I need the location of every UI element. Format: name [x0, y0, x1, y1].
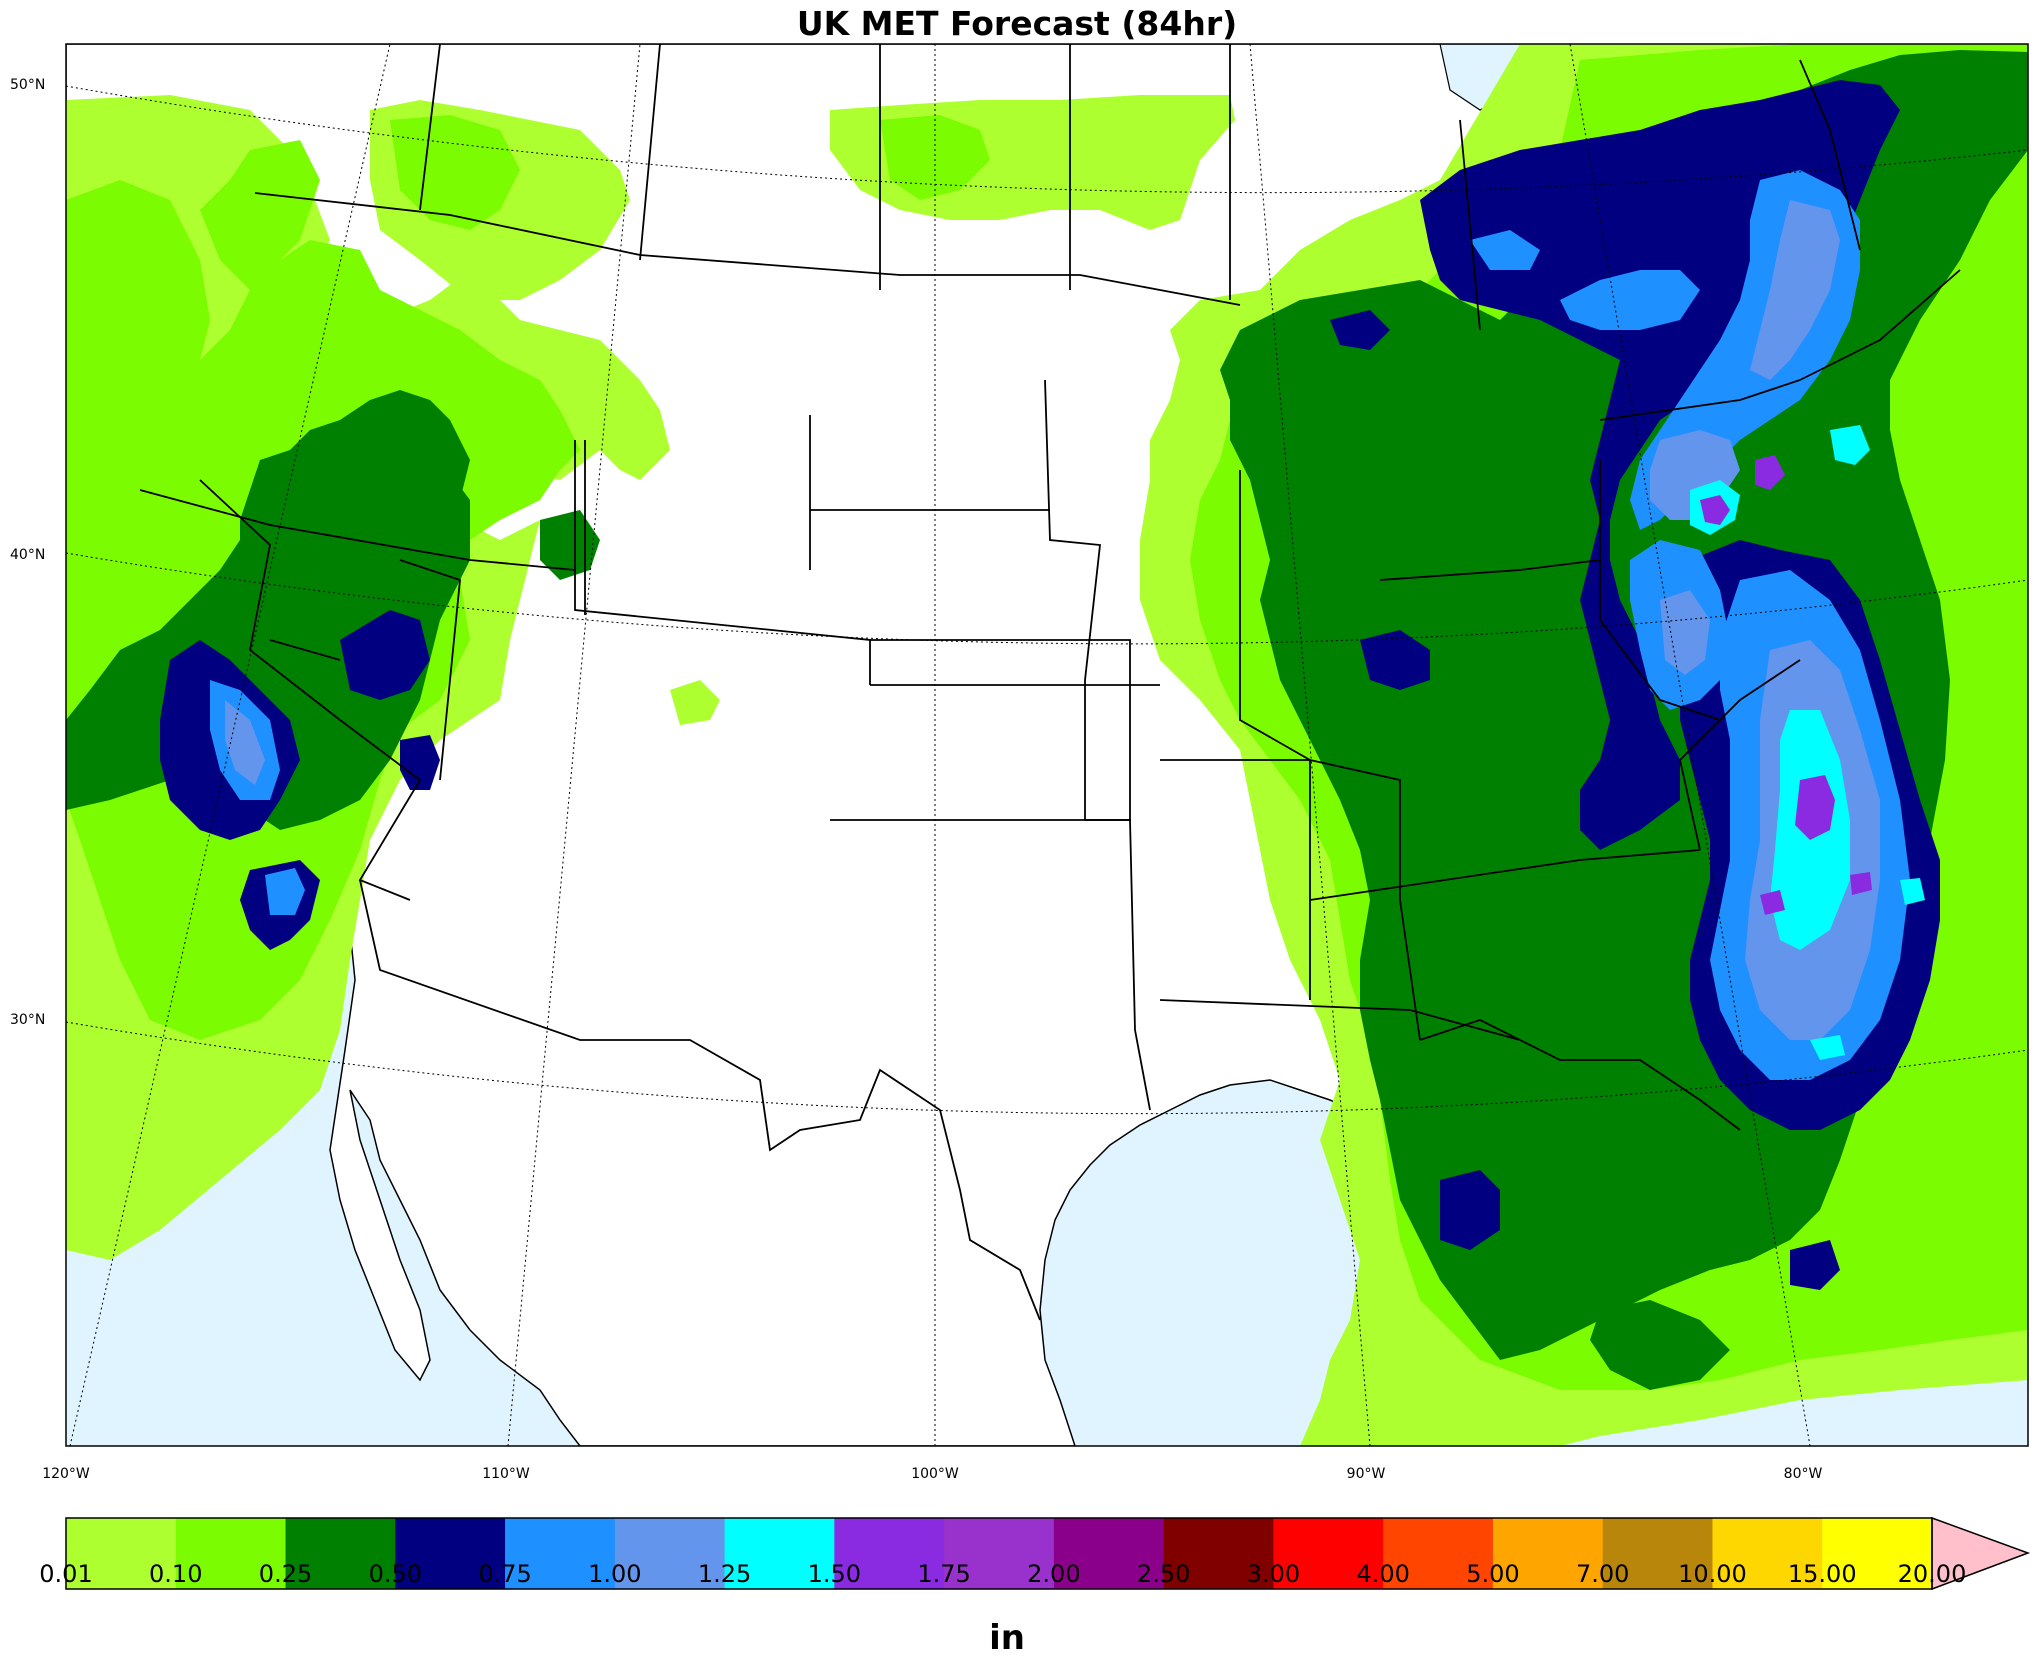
lon-label-110w: 110°W	[482, 1466, 530, 1482]
colorbar-segment-10	[1163, 1518, 1274, 1589]
colorbar-segment-14	[1602, 1518, 1713, 1589]
precip-layer-1.00	[225, 200, 1880, 1040]
lat-label-50n: 50°N	[10, 77, 46, 93]
colorbar-segment-3	[395, 1518, 506, 1589]
lat-label-40n: 40°N	[10, 547, 46, 563]
colorbar-tick-label: 5.00	[1466, 1560, 1520, 1588]
map-frame	[65, 43, 2029, 1447]
colorbar-tick-label: 0.01	[39, 1560, 93, 1588]
borders	[139, 44, 1961, 1321]
colorbar-tick-label: 4.00	[1356, 1560, 1410, 1588]
colorbar-segment-11	[1273, 1518, 1384, 1589]
lon-label-80w: 80°W	[1783, 1466, 1823, 1482]
graticule	[66, 44, 2028, 1446]
colorbar-tick-label: 7.00	[1575, 1560, 1630, 1588]
colorbar	[66, 1518, 1933, 1589]
colorbar-segment-9	[1053, 1518, 1165, 1589]
colorbar-tick-label: 1.25	[697, 1560, 752, 1588]
colorbar-tick-label: 1.50	[807, 1560, 862, 1588]
colorbar-segment-15	[1712, 1518, 1823, 1589]
colorbar-tick-label: 1.75	[917, 1560, 971, 1588]
lon-label-90w: 90°W	[1346, 1466, 1386, 1482]
colorbar-tick-label: 0.75	[478, 1560, 532, 1588]
colorbar-segment-12	[1383, 1518, 1494, 1589]
colorbar-units: in	[989, 1618, 1025, 1658]
colorbar-segment-4	[505, 1518, 616, 1589]
colorbar-tick-label: 1.00	[588, 1560, 642, 1588]
lat-label-30n: 30°N	[10, 1012, 46, 1028]
lon-label-100w: 100°W	[911, 1466, 959, 1482]
colorbar-tick-label: 10.00	[1678, 1560, 1747, 1588]
colorbar-tick-label: 2.00	[1027, 1560, 1081, 1588]
colorbar-segment-7	[834, 1518, 945, 1589]
colorbar-tick-label: 0.10	[149, 1560, 203, 1588]
precip-layer-1.50	[1700, 455, 1872, 915]
colorbar-tick-label: 15.00	[1787, 1560, 1857, 1588]
colorbar-segment-13	[1492, 1518, 1604, 1589]
colorbar-tick-label: 0.50	[368, 1560, 422, 1588]
colorbar-segment-1	[175, 1518, 287, 1589]
colorbar-tick-label: 3.00	[1246, 1560, 1301, 1588]
colorbar-tick-label: 2.50	[1136, 1560, 1191, 1588]
colorbar-segment-0	[66, 1518, 177, 1589]
colorbar-segment-16	[1822, 1518, 1933, 1589]
map-title: UK MET Forecast (84hr)	[796, 4, 1238, 43]
colorbar-segment-6	[724, 1518, 835, 1589]
colorbar-tick-label: 0.25	[258, 1560, 313, 1588]
colorbar-tick-label: 20.00	[1897, 1560, 1967, 1588]
colorbar-segment-2	[285, 1518, 396, 1589]
lon-label-120w: 120°W	[42, 1466, 90, 1482]
colorbar-segment-5	[614, 1518, 726, 1589]
colorbar-segment-8	[944, 1518, 1055, 1589]
colorbar-frame	[65, 1517, 1933, 1590]
